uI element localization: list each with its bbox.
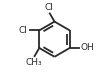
Text: CH₃: CH₃ [26, 58, 42, 67]
Text: Cl: Cl [19, 26, 28, 35]
Text: Cl: Cl [44, 3, 53, 12]
Text: OH: OH [81, 44, 94, 52]
